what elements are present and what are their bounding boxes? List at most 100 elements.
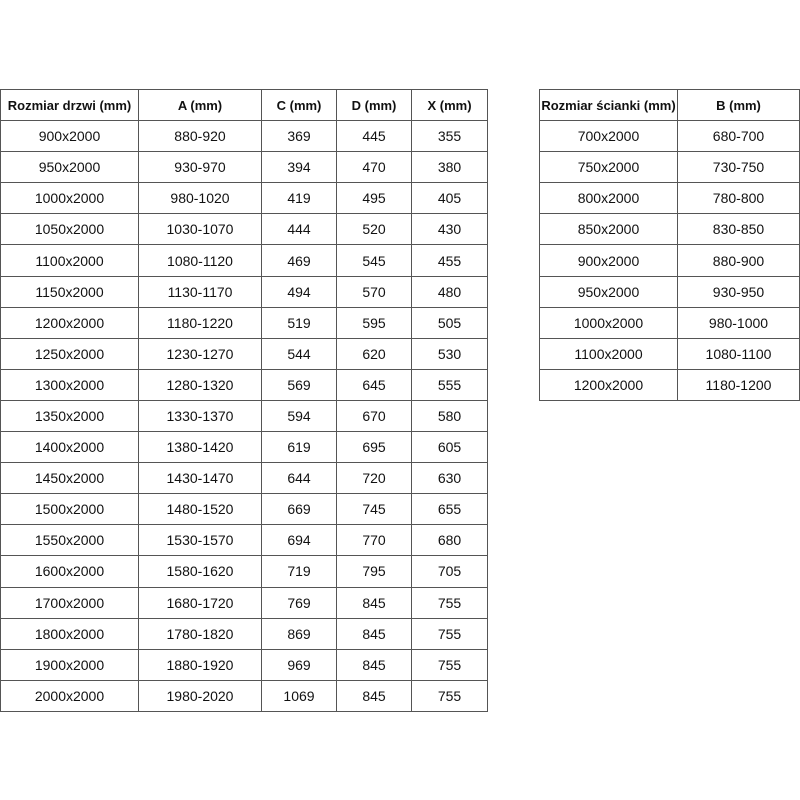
table-cell: 980-1000 [677, 306, 800, 339]
table-cell: 869 [261, 617, 337, 650]
column-header: A (mm) [138, 88, 262, 122]
table-cell: 1400x2000 [0, 431, 139, 464]
table-row: 1050x2000 1030-1070 444 520 430 [0, 213, 488, 246]
table-row: 1100x2000 1080-1100 [539, 337, 800, 370]
table-cell: 705 [411, 555, 488, 588]
table-row: 1550x2000 1530-1570 694 770 680 [0, 524, 488, 557]
table-cell: 380 [411, 151, 488, 184]
table-cell: 845 [336, 648, 412, 681]
table-cell: 645 [336, 368, 412, 401]
table-cell: 1200x2000 [0, 306, 139, 339]
table-cell: 1130-1170 [138, 275, 262, 308]
door-sizes-table: Rozmiar drzwi (mm) A (mm) C (mm) D (mm) X (m… [0, 88, 488, 712]
table-cell: 470 [336, 151, 412, 184]
table-cell: 680 [411, 524, 488, 557]
table-cell: 845 [336, 617, 412, 650]
table-cell: 630 [411, 462, 488, 495]
table-cell: 969 [261, 648, 337, 681]
table-cell: 795 [336, 555, 412, 588]
table-cell: 880-920 [138, 120, 262, 153]
table-cell: 1500x2000 [0, 493, 139, 526]
table-row: 1250x2000 1230-1270 544 620 530 [0, 337, 488, 370]
table-row: 750x2000 730-750 [539, 151, 800, 184]
table-cell: 1200x2000 [539, 368, 678, 401]
table-cell: 1080-1120 [138, 244, 262, 277]
table-cell: 495 [336, 182, 412, 215]
table-row: 800x2000 780-800 [539, 182, 800, 215]
table-cell: 1180-1200 [677, 368, 800, 401]
table-cell: 1780-1820 [138, 617, 262, 650]
table-row: 1200x2000 1180-1200 [539, 368, 800, 401]
table-cell: 755 [411, 679, 488, 712]
table-cell: 419 [261, 182, 337, 215]
table-row: 1300x2000 1280-1320 569 645 555 [0, 368, 488, 401]
table-cell: 1350x2000 [0, 399, 139, 433]
table-cell: 520 [336, 213, 412, 246]
table-cell: 595 [336, 306, 412, 339]
table-cell: 755 [411, 648, 488, 681]
table-cell: 930-970 [138, 151, 262, 184]
table-cell: 619 [261, 431, 337, 464]
table-cell: 670 [336, 399, 412, 433]
table-cell: 1480-1520 [138, 493, 262, 526]
table-cell: 545 [336, 244, 412, 277]
table-cell: 1530-1570 [138, 524, 262, 557]
table-row: 1000x2000 980-1020 419 495 405 [0, 182, 488, 215]
table-cell: 505 [411, 306, 488, 339]
table-cell: 800x2000 [539, 182, 678, 215]
table-cell: 780-800 [677, 182, 800, 215]
table-cell: 2000x2000 [0, 679, 139, 712]
table-row: 1450x2000 1430-1470 644 720 630 [0, 462, 488, 495]
table-cell: 620 [336, 337, 412, 370]
table-cell: 480 [411, 275, 488, 308]
table-cell: 1250x2000 [0, 337, 139, 370]
table-row: 1400x2000 1380-1420 619 695 605 [0, 431, 488, 464]
table-cell: 1680-1720 [138, 586, 262, 619]
table-cell: 1700x2000 [0, 586, 139, 619]
table-row: 1150x2000 1130-1170 494 570 480 [0, 275, 488, 308]
table-cell: 469 [261, 244, 337, 277]
column-header: X (mm) [411, 88, 488, 122]
table-cell: 1550x2000 [0, 524, 139, 557]
table-row: 1800x2000 1780-1820 869 845 755 [0, 617, 488, 650]
table-cell: 745 [336, 493, 412, 526]
table-cell: 655 [411, 493, 488, 526]
table-cell: 1600x2000 [0, 555, 139, 588]
table-cell: 950x2000 [0, 151, 139, 184]
table-cell: 1330-1370 [138, 399, 262, 433]
table-cell: 680-700 [677, 120, 800, 153]
table-cell: 700x2000 [539, 120, 678, 153]
table-header-row: Rozmiar ścianki (mm) B (mm) [539, 88, 800, 122]
table-cell: 1100x2000 [539, 337, 678, 370]
wall-sizes-table: Rozmiar ścianki (mm) B (mm) 700x2000 680-7… [539, 88, 800, 401]
column-header: C (mm) [261, 88, 337, 122]
table-row: 950x2000 930-950 [539, 275, 800, 308]
table-cell: 950x2000 [539, 275, 678, 308]
table-cell: 900x2000 [0, 120, 139, 153]
table-cell: 1280-1320 [138, 368, 262, 401]
table-row: 900x2000 880-900 [539, 244, 800, 277]
table-cell: 1430-1470 [138, 462, 262, 495]
table-cell: 770 [336, 524, 412, 557]
table-cell: 750x2000 [539, 151, 678, 184]
table-cell: 1880-1920 [138, 648, 262, 681]
table-header-row: Rozmiar drzwi (mm) A (mm) C (mm) D (mm) X (m… [0, 88, 488, 122]
table-cell: 555 [411, 368, 488, 401]
table-cell: 594 [261, 399, 337, 433]
table-cell: 1450x2000 [0, 462, 139, 495]
table-row: 700x2000 680-700 [539, 120, 800, 153]
table-row: 1700x2000 1680-1720 769 845 755 [0, 586, 488, 619]
table-cell: 519 [261, 306, 337, 339]
table-cell: 444 [261, 213, 337, 246]
table-cell: 455 [411, 244, 488, 277]
table-row: 1200x2000 1180-1220 519 595 505 [0, 306, 488, 339]
table-cell: 1050x2000 [0, 213, 139, 246]
table-cell: 1100x2000 [0, 244, 139, 277]
table-cell: 1180-1220 [138, 306, 262, 339]
table-cell: 695 [336, 431, 412, 464]
column-header: Rozmiar drzwi (mm) [0, 88, 139, 122]
table-row: 850x2000 830-850 [539, 213, 800, 246]
table-row: 2000x2000 1980-2020 1069 845 755 [0, 679, 488, 712]
table-row: 1350x2000 1330-1370 594 670 580 [0, 399, 488, 433]
table-cell: 445 [336, 120, 412, 153]
